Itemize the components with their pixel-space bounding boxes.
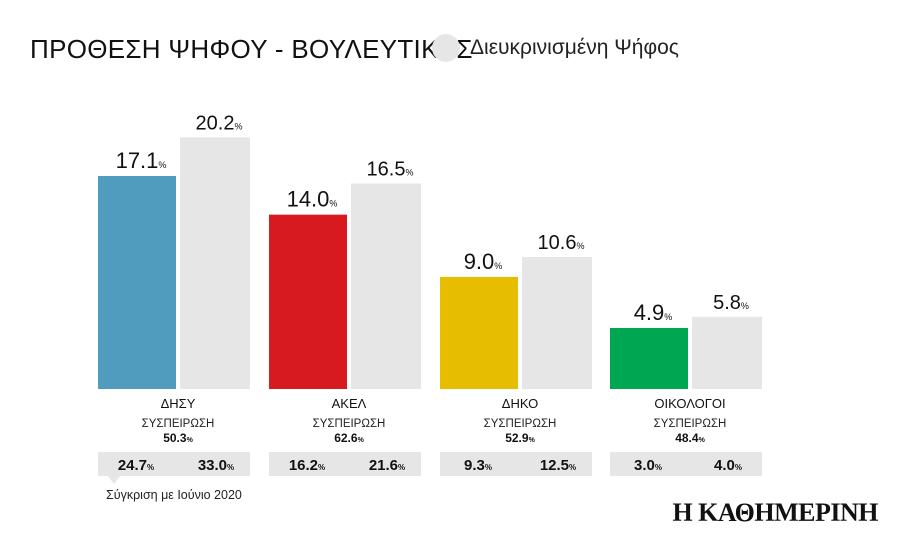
category-label-3: ΔΗΚΟ	[502, 396, 538, 411]
comparison-box-2	[269, 452, 421, 476]
bar-3-poll	[440, 276, 518, 389]
comparison-poll-value-4: 3.0%	[634, 457, 662, 474]
bar-4-poll	[610, 327, 688, 389]
comparison-poll-value-2: 16.2%	[289, 457, 325, 474]
bar-2-clarified-label: 16.5%	[367, 159, 414, 181]
bar-1-clarified	[180, 137, 250, 389]
comparison-box-3	[440, 452, 592, 476]
bar-3-clarified-label: 10.6%	[538, 232, 585, 254]
bar-3-clarified	[522, 256, 592, 389]
bar-2-clarified	[351, 183, 421, 389]
category-label-2: ΑΚΕΛ	[332, 396, 367, 411]
comparison-pointer-icon	[108, 476, 120, 484]
comparison-clarified-value-4: 4.0%	[714, 457, 742, 474]
bar-1-clarified-label: 20.2%	[196, 112, 243, 134]
comparison-clarified-value-3: 12.5%	[540, 457, 576, 474]
retention-value-1: 50.3%	[163, 431, 193, 445]
comparison-footnote: Σύγκριση με Ιούνιο 2020	[106, 488, 242, 502]
retention-label-1: ΣΥΣΠΕΙΡΩΣΗ	[142, 418, 215, 430]
bar-4-poll-label: 4.9%	[634, 300, 673, 325]
chart-title: ΠΡΟΘΕΣΗ ΨΗΦΟΥ - ΒΟΥΛΕΥΤΙΚΕΣ	[30, 34, 473, 64]
comparison-box-4	[610, 452, 762, 476]
category-label-1: ΔΗΣΥ	[161, 396, 196, 411]
comparison-poll-value-3: 9.3%	[464, 457, 492, 474]
retention-value-2: 62.6%	[334, 431, 364, 445]
comparison-box-1	[98, 452, 250, 476]
legend-swatch-icon	[432, 34, 460, 62]
category-label-4: ΟΙΚΟΛΟΓΟΙ	[654, 396, 725, 411]
retention-label-4: ΣΥΣΠΕΙΡΩΣΗ	[654, 418, 727, 430]
legend: Διευκρινισμένη Ψήφος	[432, 34, 679, 62]
bar-4-clarified	[692, 316, 762, 389]
publisher-logo: Η ΚΑΘΗΜΕΡΙΝΗ	[672, 498, 878, 527]
comparison-clarified-value-2: 21.6%	[369, 457, 405, 474]
retention-value-4: 48.4%	[675, 431, 705, 445]
comparison-clarified-value-1: 33.0%	[198, 457, 234, 474]
legend-label: Διευκρινισμένη Ψήφος	[470, 36, 679, 59]
bar-1-poll	[98, 176, 176, 389]
comparison-poll-value-1: 24.7%	[118, 457, 154, 474]
bar-2-poll-label: 14.0%	[287, 187, 338, 212]
bar-3-poll-label: 9.0%	[464, 249, 503, 274]
bar-1-poll-label: 17.1%	[116, 148, 167, 173]
retention-value-3: 52.9%	[505, 431, 535, 445]
bar-4-clarified-label: 5.8%	[713, 292, 749, 314]
bar-2-poll	[269, 214, 347, 389]
retention-label-2: ΣΥΣΠΕΙΡΩΣΗ	[313, 418, 386, 430]
retention-label-3: ΣΥΣΠΕΙΡΩΣΗ	[484, 418, 557, 430]
